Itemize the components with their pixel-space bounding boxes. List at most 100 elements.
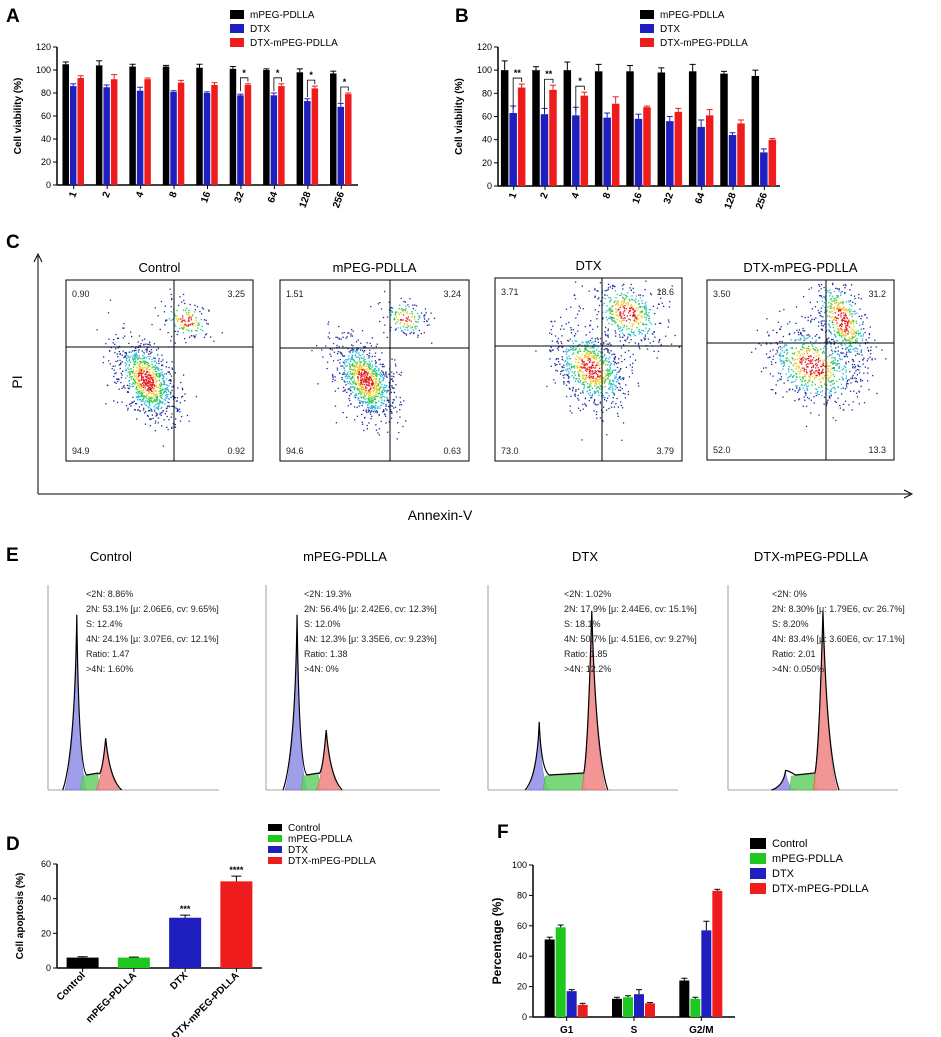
event-dot: [581, 344, 583, 347]
event-dot: [570, 306, 572, 308]
event-dot: [375, 369, 378, 372]
event-dot: [381, 393, 383, 395]
event-dot: [124, 335, 126, 337]
event-dot: [615, 311, 617, 313]
event-dot: [368, 398, 370, 400]
event-dot: [139, 345, 142, 347]
event-dot: [205, 333, 208, 335]
event-dot: [391, 411, 393, 413]
event-dot: [155, 380, 157, 383]
event-dot: [175, 315, 177, 317]
event-dot: [551, 349, 553, 351]
event-dot: [390, 307, 392, 309]
event-dot: [412, 323, 415, 325]
event-dot: [809, 378, 811, 380]
event-dot: [645, 308, 648, 310]
event-dot: [575, 333, 577, 335]
event-dot: [336, 336, 339, 339]
event-dot: [805, 371, 807, 373]
event-dot: [854, 303, 856, 305]
event-dot: [621, 301, 623, 303]
event-dot: [150, 398, 153, 400]
event-dot: [629, 300, 631, 302]
event-dot: [798, 360, 801, 362]
event-dot: [605, 391, 607, 394]
event-dot: [383, 366, 385, 368]
event-dot: [607, 374, 609, 376]
event-dot: [598, 379, 601, 381]
event-dot: [851, 333, 853, 336]
event-dot: [795, 372, 797, 374]
event-dot: [630, 305, 633, 307]
event-dot: [807, 349, 810, 351]
y-tick-label: 0: [522, 1012, 527, 1022]
event-dot: [614, 300, 616, 302]
event-dot: [599, 351, 602, 353]
event-dot: [795, 347, 797, 349]
event-dot: [795, 338, 797, 341]
event-dot: [390, 417, 393, 419]
event-dot: [382, 388, 385, 390]
event-dot: [857, 330, 859, 332]
event-dot: [190, 319, 192, 321]
event-dot: [624, 297, 627, 299]
event-dot: [604, 333, 607, 335]
event-dot: [586, 363, 588, 365]
event-dot: [141, 364, 143, 367]
event-dot: [843, 309, 845, 311]
event-dot: [819, 360, 821, 362]
event-dot: [845, 369, 847, 371]
event-dot: [838, 328, 840, 330]
event-dot: [622, 288, 624, 290]
event-dot: [619, 311, 621, 313]
event-dot: [581, 390, 584, 393]
event-dot: [803, 380, 806, 382]
event-dot: [846, 325, 848, 327]
significance-bracket: [306, 79, 316, 98]
event-dot: [843, 316, 845, 318]
event-dot: [151, 414, 154, 416]
event-dot: [775, 392, 777, 394]
event-dot: [149, 401, 151, 404]
event-dot: [595, 356, 597, 358]
event-dot: [351, 335, 354, 337]
event-dot: [126, 384, 128, 387]
event-dot: [391, 371, 393, 373]
event-dot: [798, 329, 800, 331]
event-dot: [633, 319, 635, 321]
event-dot: [787, 323, 789, 325]
event-dot: [137, 358, 139, 361]
event-dot: [582, 392, 584, 394]
event-dot: [400, 312, 402, 314]
event-dot: [657, 303, 660, 305]
event-dot: [126, 357, 128, 359]
event-dot: [620, 304, 622, 306]
event-dot: [844, 366, 847, 368]
event-dot: [414, 320, 417, 323]
event-dot: [799, 354, 801, 357]
event-dot: [359, 349, 362, 351]
event-dot: [609, 317, 611, 320]
event-dot: [841, 332, 844, 334]
event-dot: [850, 322, 852, 324]
event-dot: [835, 336, 837, 338]
event-dot: [817, 359, 819, 361]
event-dot: [826, 388, 828, 390]
event-dot: [603, 382, 605, 384]
event-dot: [606, 374, 608, 376]
event-dot: [156, 384, 158, 387]
event-dot: [832, 363, 834, 365]
event-dot: [360, 361, 362, 363]
event-dot: [617, 371, 620, 373]
event-dot: [572, 386, 574, 389]
event-dot: [780, 378, 782, 381]
event-dot: [603, 377, 606, 379]
event-dot: [130, 370, 133, 372]
legend-label: DTX-mPEG-PDLLA: [250, 38, 338, 49]
event-dot: [359, 363, 361, 365]
event-dot: [149, 399, 151, 402]
event-dot: [340, 365, 342, 367]
event-dot: [575, 340, 578, 342]
event-dot: [840, 352, 842, 354]
